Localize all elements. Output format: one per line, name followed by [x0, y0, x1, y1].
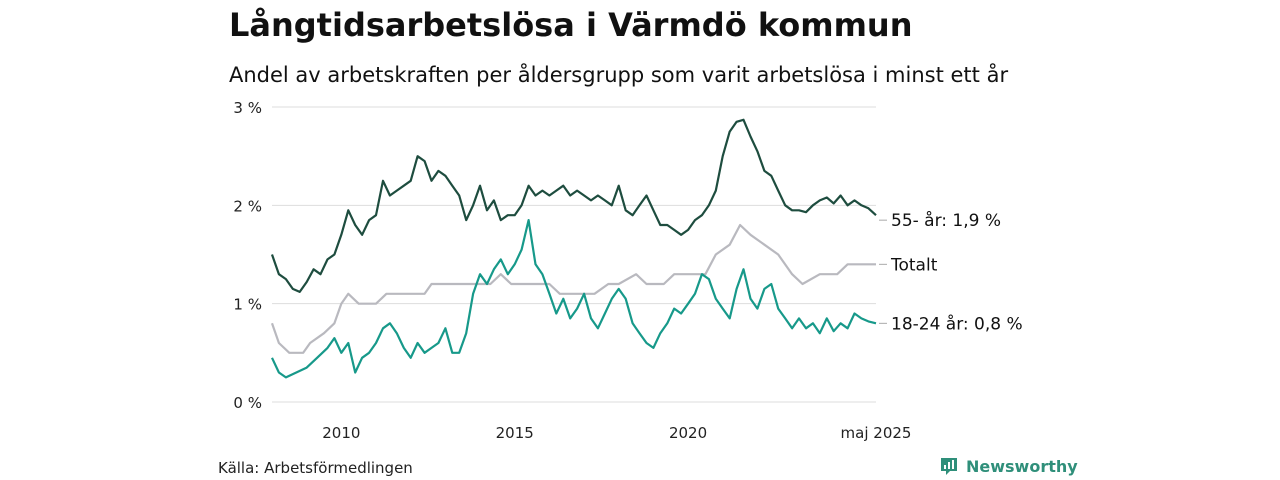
- x-tick-label: 2020: [669, 424, 707, 442]
- series-line-55-r: [270, 118, 877, 293]
- y-tick-label: 0 %: [233, 394, 262, 412]
- newsworthy-logo-icon: [941, 458, 957, 475]
- series-line-totalt: [270, 223, 876, 354]
- brand-logo: Newsworthy: [939, 456, 1078, 476]
- y-tick-label: 3 %: [233, 99, 262, 117]
- chart-subtitle: Andel av arbetskraften per åldersgrupp s…: [229, 63, 1009, 87]
- x-tick-label: 2010: [322, 424, 360, 442]
- series-line-18-24-r: [271, 219, 877, 379]
- x-tick-label: maj 2025: [841, 424, 912, 442]
- chart-title: Långtidsarbetslösa i Värmdö kommun: [229, 6, 913, 44]
- y-tick-label: 1 %: [233, 296, 262, 314]
- series-end-label: 55- år: 1,9 %: [891, 210, 1001, 231]
- series-end-label: 18-24 år: 0,8 %: [891, 313, 1023, 334]
- source-note: Källa: Arbetsförmedlingen: [218, 459, 413, 477]
- series-end-label: Totalt: [890, 255, 938, 275]
- brand-name: Newsworthy: [966, 456, 1078, 476]
- x-tick-label: 2015: [496, 424, 534, 442]
- y-tick-label: 2 %: [233, 197, 262, 215]
- line-chart: 0 % 1 % 2 % 3 % 2010 2015 2020 maj 2025 55- år: …: [233, 99, 1023, 442]
